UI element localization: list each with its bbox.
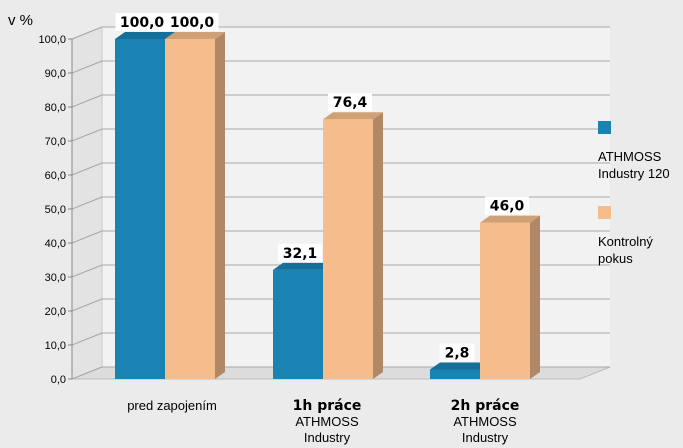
data-labels: 100,0 32,1 2,8 100,0 76,4 46,0	[115, 13, 529, 362]
bar-top	[165, 32, 225, 39]
gridline-side	[71, 332, 103, 346]
bar-front	[480, 222, 530, 379]
gridline-side	[71, 366, 103, 380]
bar-top	[115, 32, 175, 39]
gridline-side	[71, 162, 103, 176]
bar-side	[530, 215, 540, 379]
legend-swatch	[598, 121, 611, 134]
y-tick-label: 50,0	[45, 204, 66, 216]
x-tick-label: 1h práce	[293, 398, 362, 414]
data-label: 32,1	[283, 246, 318, 262]
gridline-side	[71, 26, 103, 40]
legend-label: Industry 120	[598, 166, 670, 181]
gridline-side	[71, 264, 103, 278]
bar-side	[373, 112, 383, 380]
y-tick-label: 100,0	[38, 34, 66, 46]
bar	[323, 112, 383, 380]
x-tick-label: Industry	[304, 430, 351, 445]
y-tick-label: 10,0	[45, 340, 66, 352]
legend-label: pokus	[598, 251, 633, 266]
x-tick-label: Industry	[462, 430, 509, 445]
bar-top	[480, 215, 540, 223]
data-label: 100,0	[120, 15, 165, 31]
data-label-bg	[485, 196, 529, 215]
bar-front	[430, 369, 480, 379]
legend-label: Kontrolný	[598, 234, 653, 249]
x-tick-label: ATHMOSS	[453, 414, 517, 429]
y-axis: 0,0 10,0 20,0 30,0 40,0 50,0 60,0 70,0 80,0 90,0 1…	[8, 12, 73, 386]
legend-swatch	[598, 206, 611, 219]
data-label-bg	[328, 93, 372, 112]
y-tick-label: 60,0	[45, 170, 66, 182]
x-axis: pred zapojením 1h práceATHMOSSIndustry2h …	[127, 398, 519, 445]
data-label: 46,0	[490, 199, 525, 215]
bar-side	[215, 32, 225, 379]
gridline-side	[71, 94, 103, 108]
y-tick-label: 20,0	[45, 306, 66, 318]
bar-front	[273, 269, 323, 379]
x-tick-label: 2h práce	[451, 398, 520, 414]
y-tick-label: 90,0	[45, 68, 66, 80]
gridline-side	[71, 196, 103, 210]
bar-front	[115, 39, 165, 379]
y-tick-label: 80,0	[45, 102, 66, 114]
bar-top	[323, 112, 383, 120]
bar-top	[430, 362, 490, 370]
y-tick-label: 30,0	[45, 272, 66, 284]
data-label-bg	[278, 243, 322, 262]
data-label-bg	[165, 13, 219, 31]
bar-front	[323, 119, 373, 380]
bar	[480, 215, 540, 379]
x-tick-label: pred zapojením	[127, 398, 217, 413]
y-tick-label: 0,0	[51, 374, 66, 386]
data-label-bg	[115, 13, 169, 31]
gridline-side	[71, 230, 103, 244]
legend-label: ATHMOSS	[598, 149, 662, 164]
gridline-side	[71, 60, 103, 74]
bars	[115, 32, 540, 380]
x-tick-label: ATHMOSS	[295, 414, 359, 429]
y-tick-label: 70,0	[45, 136, 66, 148]
legend: ATHMOSS Industry 120 Kontrolný pokus	[598, 121, 670, 266]
bar-front	[165, 39, 215, 379]
data-label: 76,4	[333, 95, 368, 111]
y-tick-label: 40,0	[45, 238, 66, 250]
y-axis-title: v %	[8, 12, 33, 29]
bar-top	[273, 262, 333, 270]
data-label: 100,0	[170, 15, 215, 31]
bar	[165, 32, 225, 379]
gridline-side	[71, 128, 103, 142]
gridline-side	[71, 298, 103, 312]
data-label-bg	[439, 343, 475, 362]
data-label: 2,8	[445, 345, 470, 361]
